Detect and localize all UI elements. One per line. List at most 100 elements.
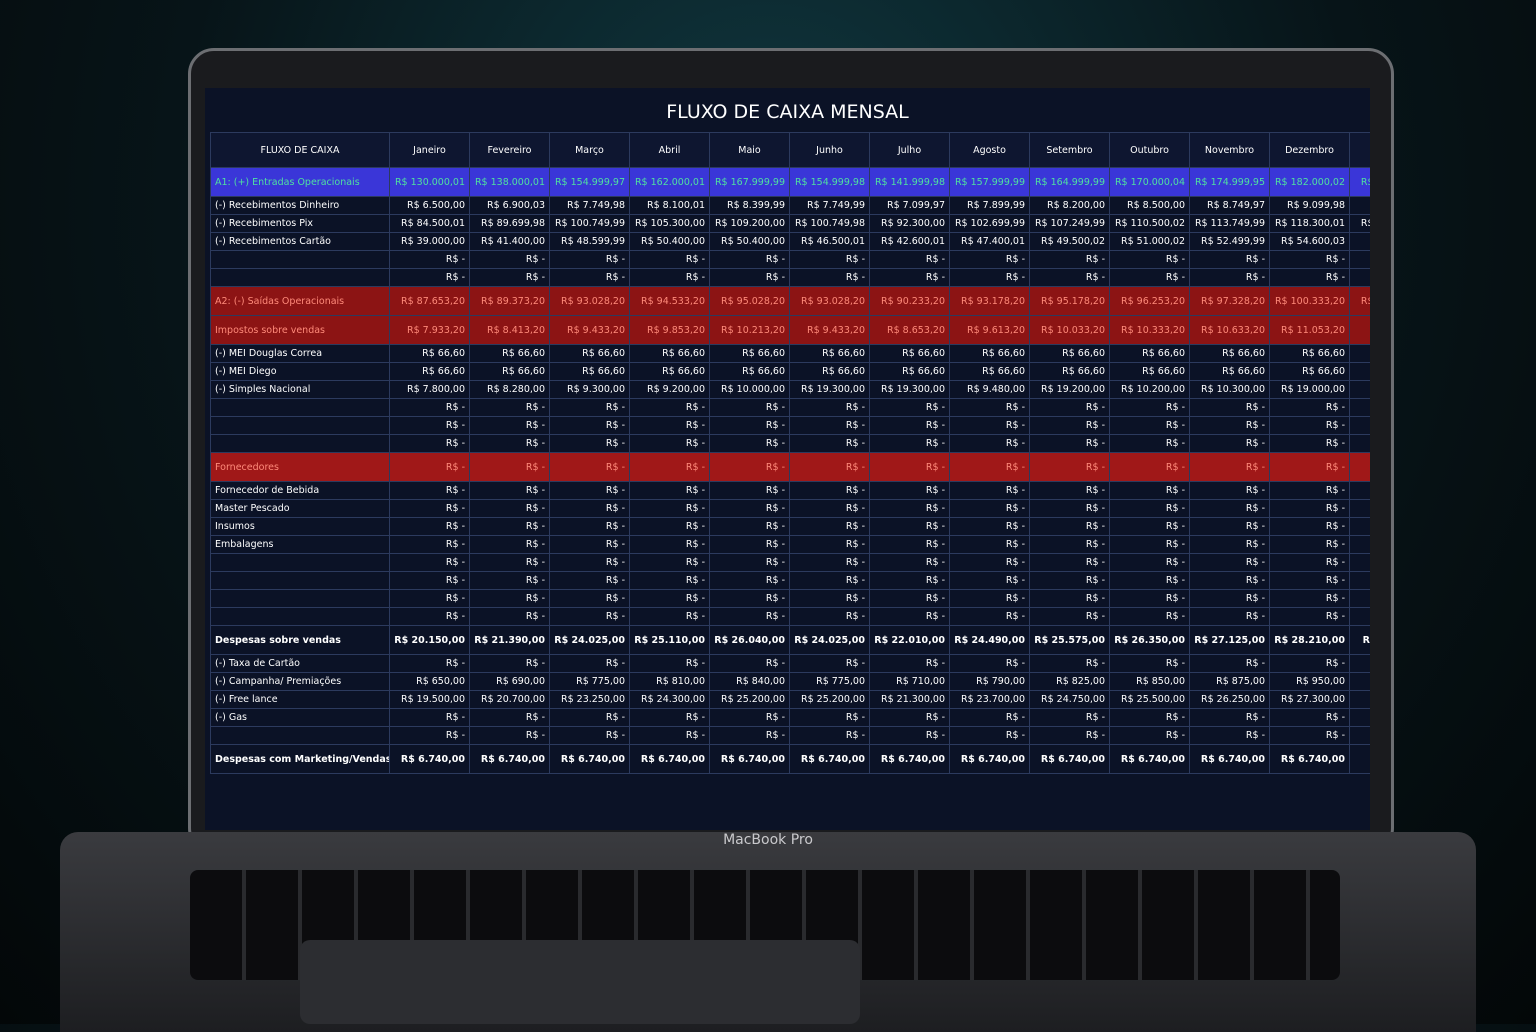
cell: R$ - [469,499,550,518]
cell: R$ 113.749,99 [1189,214,1270,233]
cell: R$ - [1109,481,1190,500]
cell: R$ - [549,535,630,554]
cell: R$ - [469,416,550,435]
cell: R$ 66,60 [949,344,1030,363]
row-label: (-) MEI Diego [210,362,390,381]
cell: R$ 19.500,00 [389,690,470,709]
cell: R$ - [389,517,470,536]
cell: R$ - [789,553,870,572]
row-label: (-) Simples Nacional [210,380,390,399]
cell: R$ - [1349,250,1370,269]
cell: R$ 7.800,00 [389,380,470,399]
cell: R$ - [709,726,790,745]
cell: R$ - [1349,726,1370,745]
cell: R$ 6.740,00 [949,744,1030,774]
cell: R$ - [1189,517,1270,536]
cell: R$ - [629,589,710,608]
cell: R$ - [1189,607,1270,626]
cell: R$ - [1109,553,1190,572]
cell: R$ 39.000,00 [389,232,470,251]
cell: R$ - [1269,517,1350,536]
cell: R$ - [1189,654,1270,673]
cell: R$ - [789,268,870,287]
cell: R$ - [1269,571,1350,590]
cell: R$ - [629,708,710,727]
cell: R$ 9.433,20 [789,315,870,345]
cell: R$ - [1109,708,1190,727]
cell: R$ - [1349,607,1370,626]
cell: R$ 25.500,00 [1109,690,1190,709]
cell: R$ - [629,416,710,435]
cell: R$ 23.700,00 [949,690,1030,709]
cell: R$ - [949,452,1030,482]
cell: R$ - [1269,268,1350,287]
cell: R$ - [389,398,470,417]
cell: R$ - [1349,481,1370,500]
cell: R$ 285.000,00 [1349,690,1370,709]
cell: R$ - [389,726,470,745]
cell: R$ 26.350,00 [1109,625,1190,655]
cell: R$ - [709,708,790,727]
cell: R$ - [709,535,790,554]
cell: R$ - [389,452,470,482]
cell: R$ 11.053,20 [1269,315,1350,345]
cell: R$ - [1029,434,1110,453]
cell: R$ - [629,499,710,518]
cell: R$ 66,60 [549,344,630,363]
cell: R$ - [1029,268,1110,287]
cell: R$ - [549,434,630,453]
cell: R$ 66,60 [469,344,550,363]
cell: R$ 9.200,00 [629,380,710,399]
cell: R$ 90.233,20 [869,286,950,316]
cell: R$ 20.700,00 [469,690,550,709]
column-header: Agosto [949,132,1030,168]
cell: R$ - [1029,250,1110,269]
column-header: Maio [709,132,790,168]
cell: R$ 570.000,07 [1349,232,1370,251]
cell: R$ - [1189,398,1270,417]
cell: R$ - [709,607,790,626]
cell: R$ 19.300,00 [869,380,950,399]
cell: R$ - [469,481,550,500]
cell: R$ - [709,250,790,269]
row-label: (-) Taxa de Cartão [210,654,390,673]
cell: R$ 110.500,02 [1109,214,1190,233]
cell: R$ 8.749,97 [1189,196,1270,215]
cell: R$ - [1109,571,1190,590]
row-label [210,726,390,745]
row-label: (-) MEI Douglas Correa [210,344,390,363]
cell: R$ - [949,708,1030,727]
cell: R$ - [629,654,710,673]
cell: R$ 825,00 [1029,672,1110,691]
column-header: Julho [869,132,950,168]
cell: R$ 9.300,00 [549,380,630,399]
cell: R$ 25.200,00 [709,690,790,709]
cell: R$ - [1109,434,1190,453]
cell: R$ - [1349,589,1370,608]
cell: R$ - [389,553,470,572]
cell: R$ - [1029,535,1110,554]
cell: R$ - [1029,654,1110,673]
cell: R$ - [549,726,630,745]
cell: R$ 66,60 [1269,362,1350,381]
cell: R$ 6.740,00 [629,744,710,774]
cell: R$ - [789,708,870,727]
row-label: (-) Gas [210,708,390,727]
cell: R$ 110.000,00 [1349,380,1370,399]
cell: R$ 162.000,01 [629,167,710,197]
cell: R$ - [1349,499,1370,518]
cell: R$ - [549,499,630,518]
row-label [210,268,390,287]
cell: R$ 154.999,97 [549,167,630,197]
cell: R$ - [1349,268,1370,287]
cell: R$ 6.740,00 [709,744,790,774]
cell: R$ 66,60 [389,344,470,363]
cell: R$ - [1189,250,1270,269]
cell: R$ - [789,398,870,417]
cell: R$ - [1109,517,1190,536]
table-body: A1: (+) Entradas Operacionais R$ 130.000,… [210,167,1370,774]
cell: R$ - [869,607,950,626]
cell: R$ 94.999,89 [1349,196,1370,215]
cell: R$ - [629,517,710,536]
column-header: Outubro [1109,132,1190,168]
